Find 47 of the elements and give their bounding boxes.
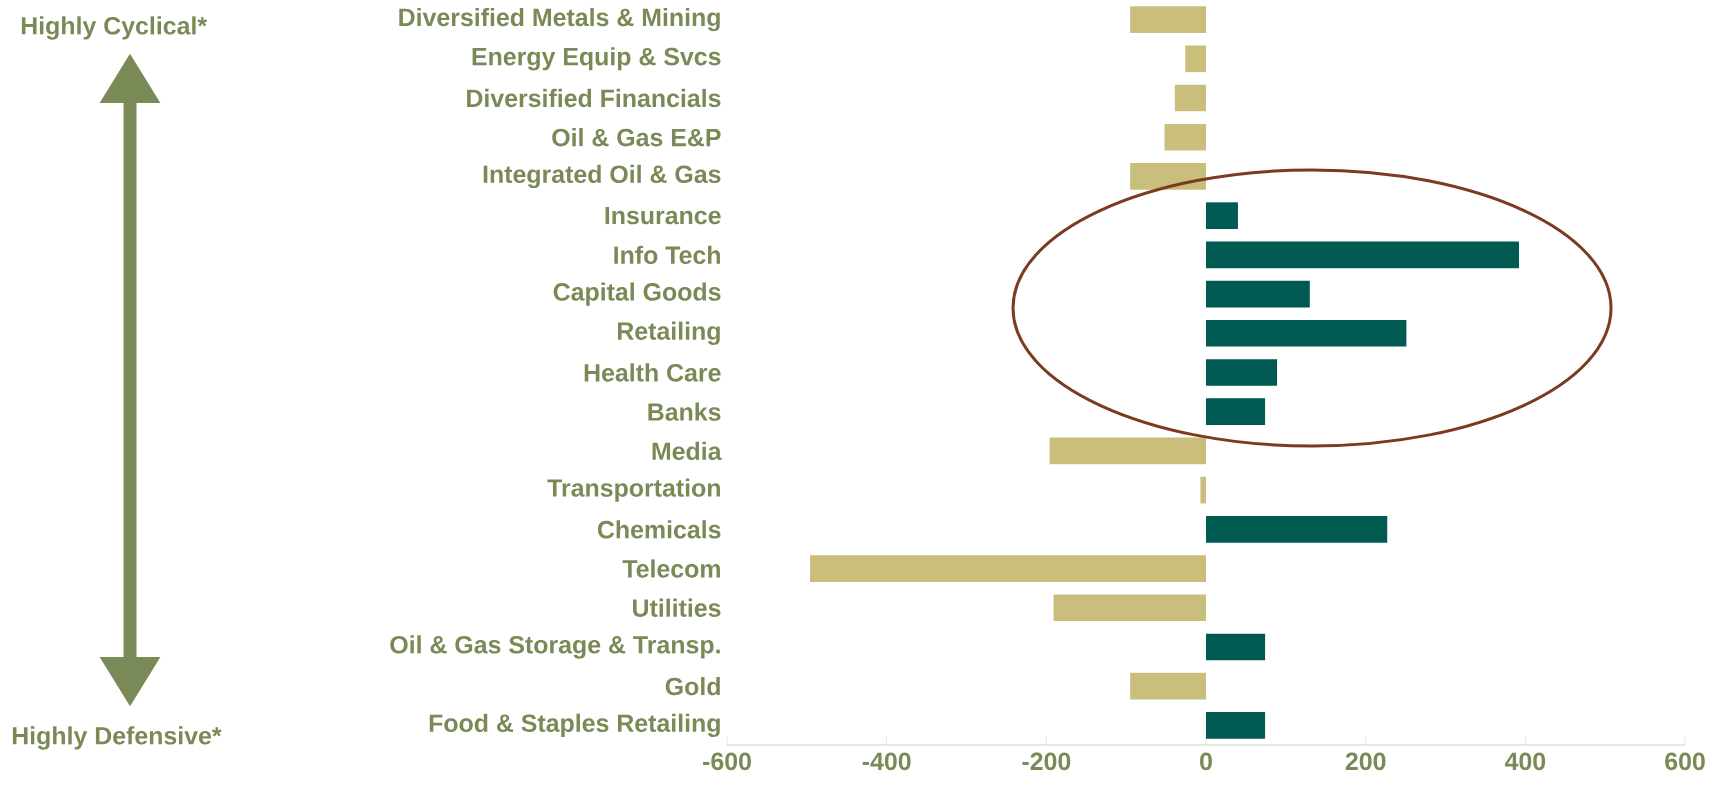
x-tick-label: 400 [1504, 752, 1546, 771]
y-tick-label: Info Tech [614, 245, 720, 265]
y-tick-label: Capital Goods [553, 282, 721, 306]
x-tick-label: -400 [862, 752, 911, 771]
bar [1206, 241, 1519, 269]
y-tick-label: Banks [648, 402, 721, 421]
text: Highly Defensive* [12, 726, 222, 750]
y-tick-label: Energy Equip & Svcs [472, 47, 721, 71]
bar [1185, 45, 1207, 73]
y-tick-label: Food & Staples Retailing [429, 713, 720, 738]
x-tick-label: 600 [1665, 752, 1705, 771]
y-tick-label: Gold [665, 677, 720, 696]
y-tick-label: Oil & Gas Storage & Transp. [390, 635, 720, 659]
y-tick-label: Integrated Oil & Gas [483, 164, 721, 189]
y-tick-label: Chemicals [597, 520, 721, 539]
bar [1206, 359, 1278, 386]
y-tick-label: Health Care [584, 363, 721, 382]
y-tick-label: Diversified Financials [467, 88, 721, 108]
bar [1049, 437, 1207, 465]
bar [1206, 516, 1388, 543]
y-tick-label: Utilities [633, 598, 721, 617]
bar [1200, 476, 1207, 504]
y-tick-label: Diversified Metals & Mining [399, 7, 720, 32]
y-tick-label: Media [652, 441, 722, 461]
bar [1130, 163, 1207, 190]
x-tick-label: -600 [703, 752, 751, 771]
y-tick-label: Retailing [617, 321, 720, 345]
x-tick-label: 200 [1345, 752, 1386, 771]
y-tick-label: Insurance [605, 206, 721, 225]
bar [1206, 633, 1266, 661]
bar [1164, 123, 1207, 151]
bar [1206, 712, 1266, 739]
y-tick-label: Oil & Gas E&P [552, 128, 721, 147]
x-tick-label: 0 [1200, 752, 1212, 771]
bar [1206, 398, 1266, 426]
x-tick-label: -200 [1022, 752, 1071, 771]
bar [1206, 280, 1310, 308]
bar [1206, 319, 1407, 347]
y-tick-label: Telecom [622, 559, 720, 578]
bar [1206, 202, 1238, 229]
text: Highly Cyclical* [21, 16, 208, 40]
bar [1130, 6, 1207, 33]
y-tick-label: Transportation [547, 478, 720, 502]
bar [810, 555, 1207, 582]
bar [1174, 84, 1207, 112]
bar [1130, 672, 1207, 700]
bar [1053, 594, 1207, 622]
